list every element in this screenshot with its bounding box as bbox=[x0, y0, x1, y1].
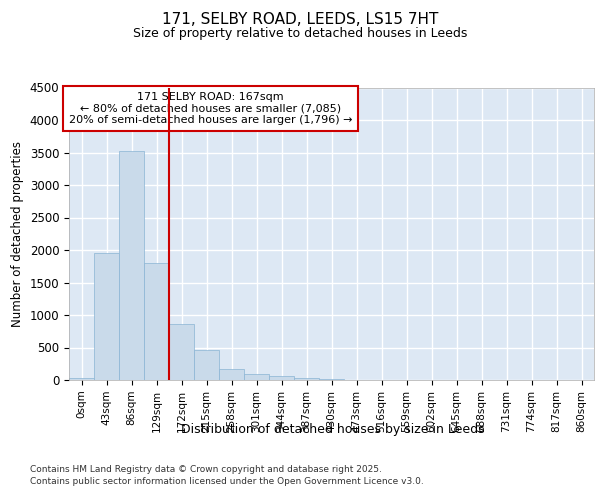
Bar bbox=[194, 350, 219, 380]
Text: Distribution of detached houses by size in Leeds: Distribution of detached houses by size … bbox=[181, 422, 485, 436]
Bar bbox=[294, 378, 319, 380]
Bar bbox=[119, 151, 144, 380]
Bar bbox=[144, 263, 169, 380]
Bar bbox=[244, 374, 269, 380]
Text: 171 SELBY ROAD: 167sqm
← 80% of detached houses are smaller (7,085)
20% of semi-: 171 SELBY ROAD: 167sqm ← 80% of detached… bbox=[69, 92, 353, 125]
Text: Contains HM Land Registry data © Crown copyright and database right 2025.: Contains HM Land Registry data © Crown c… bbox=[30, 465, 382, 474]
Bar bbox=[219, 368, 244, 380]
Bar bbox=[169, 324, 194, 380]
Text: Size of property relative to detached houses in Leeds: Size of property relative to detached ho… bbox=[133, 28, 467, 40]
Bar bbox=[269, 376, 294, 380]
Bar bbox=[69, 378, 94, 380]
Text: 171, SELBY ROAD, LEEDS, LS15 7HT: 171, SELBY ROAD, LEEDS, LS15 7HT bbox=[162, 12, 438, 28]
Text: Contains public sector information licensed under the Open Government Licence v3: Contains public sector information licen… bbox=[30, 478, 424, 486]
Bar bbox=[319, 379, 344, 380]
Bar bbox=[94, 253, 119, 380]
Y-axis label: Number of detached properties: Number of detached properties bbox=[11, 141, 24, 327]
